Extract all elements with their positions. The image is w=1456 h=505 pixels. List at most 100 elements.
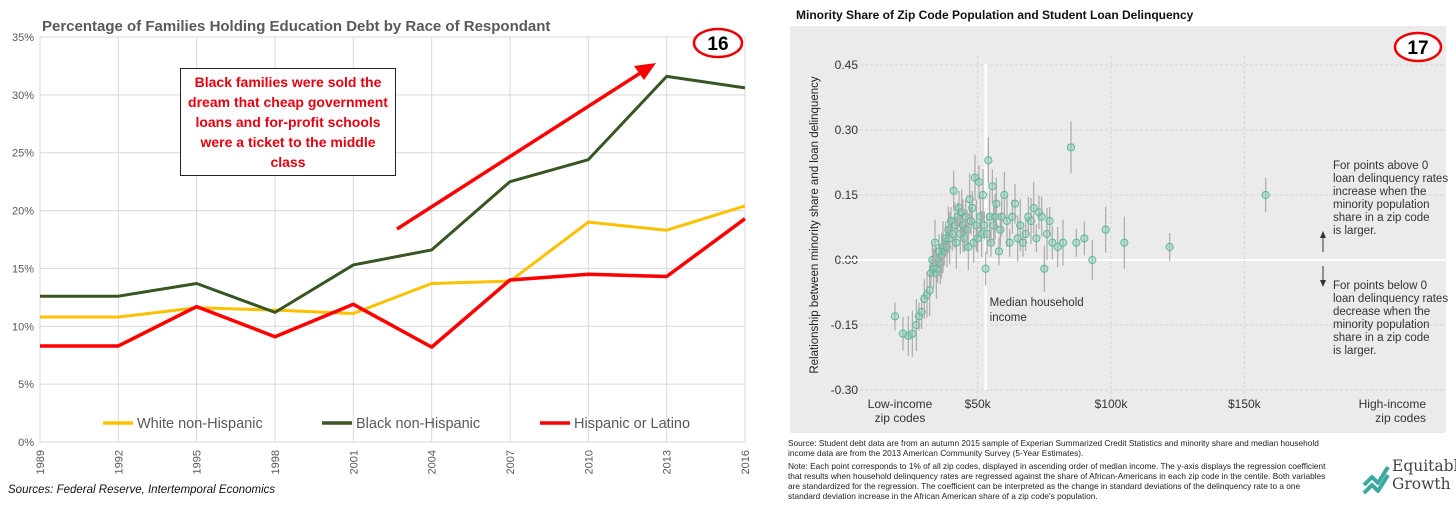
series-line-2 (40, 217, 747, 349)
y-tick-label: 0.00 (835, 253, 859, 267)
scatter-point (1053, 242, 1062, 252)
y-axis-label: Relationship between minority share and … (809, 76, 821, 374)
x-tick-label: 1989 (35, 450, 47, 474)
scatter-point (982, 229, 992, 239)
y-tick-label: -0.15 (831, 318, 859, 332)
scatter-point (964, 242, 973, 252)
scatter-point (949, 186, 958, 195)
scatter-point (925, 286, 934, 295)
x-tick-label: 2001 (348, 450, 360, 474)
scatter-point (968, 203, 977, 213)
annotation-box: Black families were sold the dream that … (180, 68, 396, 176)
scatter-point (977, 229, 986, 239)
scatter-point (1101, 225, 1110, 234)
scatter-point (1010, 199, 1020, 208)
scatter-point (898, 329, 908, 338)
x-tick-label: 1995 (192, 450, 204, 474)
scatter-point (962, 225, 972, 234)
scatter-point (970, 173, 980, 182)
trend-arrow-head (634, 63, 656, 80)
scatter-point (926, 268, 936, 278)
scatter-point (1066, 143, 1076, 152)
scatter-point (985, 212, 994, 221)
x-low-label-1: Low-income (868, 397, 933, 411)
scatter-point (922, 290, 932, 299)
x-low-label-2: zip codes (875, 411, 926, 425)
page-badge (692, 27, 744, 59)
scatter-point (937, 251, 946, 260)
scatter-point (928, 255, 937, 265)
scatter-point (1000, 190, 1009, 200)
legend-label-2: Hispanic or Latino (574, 416, 690, 432)
y-tick-label: 10% (12, 321, 34, 333)
x-tick-label: 2016 (740, 450, 752, 474)
scatter-point (1040, 264, 1049, 273)
scatter-point (1048, 238, 1057, 247)
right-source-note: Source: Student debt data are from an au… (788, 438, 1319, 458)
series-line-1 (40, 74, 746, 314)
annotation-below-line: loan delinquency rates (1333, 293, 1448, 305)
y-tick-label: 15% (12, 263, 34, 275)
x-tick-label: 1998 (270, 450, 282, 474)
x-tick-label: 2010 (583, 450, 595, 474)
equitable-growth-logo-icon (1362, 465, 1390, 495)
scatter-point (957, 208, 966, 217)
median-label-2: income (990, 312, 1027, 324)
scatter-point (940, 247, 949, 256)
scatter-point (1034, 208, 1044, 217)
scatter-point (1002, 216, 1012, 226)
scatter-point (1021, 229, 1030, 239)
scatter-point (936, 260, 945, 269)
x-tick-label: 2004 (427, 450, 439, 474)
scatter-point (920, 294, 929, 304)
scatter-point (972, 221, 981, 230)
scatter-point (958, 221, 968, 230)
scatter-point (1008, 212, 1017, 221)
scatter-point (953, 212, 962, 221)
scatter-point (1088, 255, 1097, 265)
scatter-point (954, 203, 964, 213)
x-tick-label: $100k (1095, 397, 1129, 411)
up-arrow-head (1320, 231, 1326, 238)
scatter-point (932, 268, 941, 278)
scatter-point (992, 199, 1001, 208)
y-tick-label: 0.30 (835, 123, 859, 137)
scatter-point (945, 234, 954, 243)
x-tick-label: 2013 (662, 450, 674, 474)
annotation-text: Black families were sold the dream that … (188, 74, 388, 170)
scatter-point (929, 264, 938, 273)
left-source: Sources: Federal Reserve, Intertemporal … (8, 484, 276, 496)
annotation-below-line: share in a zip code (1333, 332, 1430, 344)
legend-label-1: Black non-Hispanic (356, 416, 480, 432)
y-tick-label: 0% (18, 437, 34, 449)
y-tick-label: 35% (12, 32, 34, 44)
scatter-point (942, 242, 952, 252)
scatter-point (950, 221, 960, 230)
scatter-point (956, 229, 965, 239)
plot-frame (39, 36, 746, 443)
legend-label-0: White non-Hispanic (137, 416, 263, 432)
education-debt-line-chart: Percentage of Families Holding Education… (12, 18, 752, 474)
annotation-above-line: For points above 0 (1333, 160, 1428, 172)
x-tick-label: 2007 (505, 450, 517, 474)
scatter-point (1165, 242, 1174, 252)
scatter-point (908, 329, 917, 338)
scatter-point (989, 221, 998, 230)
scatter-point (1013, 234, 1022, 243)
scatter-point (1005, 238, 1014, 247)
scatter-point (952, 238, 961, 247)
scatter-point (1072, 238, 1081, 247)
scatter-point (948, 229, 957, 239)
scatter-point (997, 212, 1006, 221)
scatter-point (914, 312, 924, 321)
scatter-point (904, 331, 913, 340)
scatter-point (912, 320, 921, 330)
page-badge-number: 16 (707, 34, 728, 55)
y-tick-label: 0.45 (835, 58, 859, 72)
page-badge-number: 17 (1407, 38, 1428, 59)
scatter-point (1026, 216, 1036, 226)
annotation-below-line: For points below 0 (1333, 280, 1427, 292)
annotation-below-line: decrease when the (1333, 306, 1430, 318)
y-tick-label: 30% (12, 90, 34, 102)
brand-line-2: Growth (1392, 475, 1451, 493)
